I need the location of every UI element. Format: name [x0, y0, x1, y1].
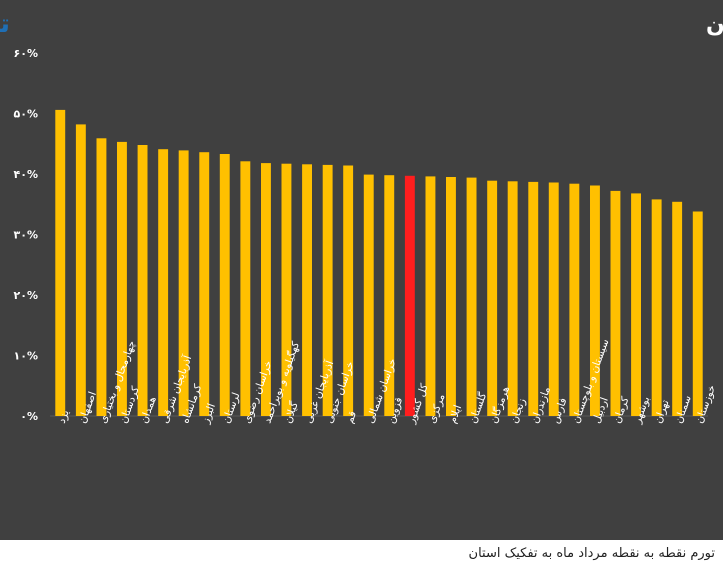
- bar: [384, 175, 395, 416]
- y-tick-label: ۶۰%: [14, 47, 38, 60]
- bar: [96, 138, 107, 417]
- bar: [528, 181, 539, 416]
- bar: [281, 163, 292, 416]
- bar: [261, 163, 271, 416]
- bar: [446, 177, 456, 416]
- bar: [692, 211, 703, 416]
- x-tick-label: قم: [344, 410, 359, 425]
- x-tick-label: ایلام: [447, 403, 465, 425]
- y-tick-label: ۴۰%: [14, 168, 38, 181]
- bar: [199, 152, 210, 416]
- bar: [631, 193, 641, 416]
- bar: [158, 149, 169, 416]
- bar: [672, 201, 683, 416]
- bar: [590, 185, 600, 416]
- bar: [610, 190, 621, 416]
- bar: [322, 164, 333, 416]
- bar: [569, 183, 580, 416]
- bar: [178, 150, 189, 416]
- bar: [240, 161, 251, 416]
- bar: [651, 199, 662, 416]
- brand-part-1: تجارت: [0, 9, 10, 39]
- bar: [487, 180, 498, 416]
- bar: [466, 177, 477, 416]
- y-tick-label: ۵۰%: [14, 108, 38, 121]
- bar: [507, 181, 518, 416]
- caption-text: تورم نقطه به نقطه مرداد ماه به تفکیک است…: [468, 546, 715, 561]
- y-tick-label: ۲۰%: [14, 289, 38, 302]
- bar: [75, 124, 86, 417]
- bar: [548, 182, 559, 416]
- bar: [219, 154, 230, 416]
- bar: [117, 141, 127, 416]
- bar: [343, 165, 354, 416]
- bar-highlight: [404, 175, 415, 416]
- chart-panel: تجارتنیوز تورم نقطه به نقطه مرداد ماه به…: [0, 0, 723, 540]
- chart-title: تورم نقطه به نقطه مرداد ماه به تفکیک است…: [706, 13, 723, 38]
- bar: [363, 174, 374, 416]
- x-tick-label: یزد: [56, 408, 72, 425]
- bar: [425, 176, 436, 416]
- bar: [55, 109, 66, 417]
- y-tick-label: ۱۰%: [14, 350, 38, 363]
- bar: [302, 164, 312, 416]
- y-tick-label: ۳۰%: [14, 229, 38, 242]
- bar: [137, 145, 148, 416]
- brand-logo: تجارتنیوز: [0, 9, 10, 39]
- y-tick-label: ۰%: [20, 410, 38, 423]
- bars: [55, 109, 703, 417]
- bar-chart: تجارتنیوز تورم نقطه به نقطه مرداد ماه به…: [0, 9, 723, 426]
